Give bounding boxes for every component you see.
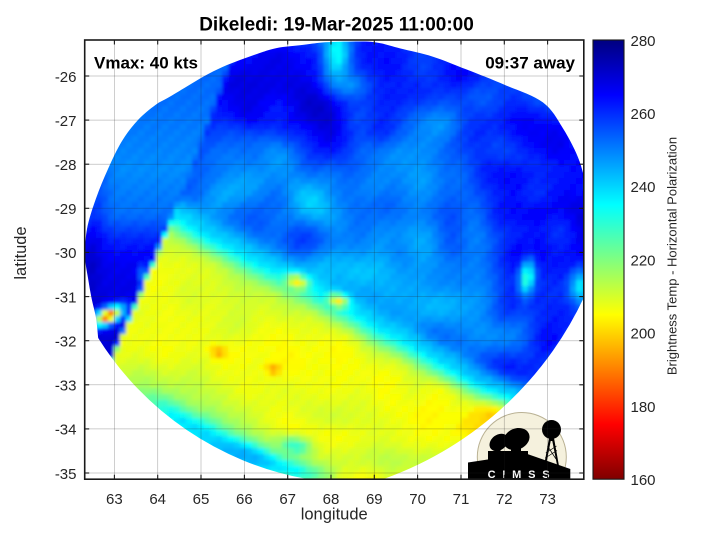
svg-text:-32: -32 — [55, 334, 77, 351]
svg-text:70: 70 — [409, 491, 426, 508]
svg-text:-28: -28 — [55, 157, 77, 174]
svg-text:-30: -30 — [55, 245, 77, 262]
svg-text:66: 66 — [236, 491, 253, 508]
svg-text:160: 160 — [631, 472, 656, 489]
svg-text:71: 71 — [453, 491, 470, 508]
svg-text:Dikeledi: 19-Mar-2025 11:00:00: Dikeledi: 19-Mar-2025 11:00:00 — [199, 15, 474, 36]
svg-text:180: 180 — [631, 399, 656, 416]
svg-text:Brightness Temp - Horizontal P: Brightness Temp - Horizontal Polarizatio… — [665, 137, 680, 375]
svg-text:-33: -33 — [55, 378, 77, 395]
svg-text:latitude: latitude — [12, 226, 30, 279]
svg-text:240: 240 — [631, 179, 656, 196]
svg-text:09:37 away: 09:37 away — [485, 54, 575, 73]
svg-text:67: 67 — [279, 491, 296, 508]
svg-text:280: 280 — [631, 33, 656, 50]
svg-text:-31: -31 — [55, 289, 77, 306]
svg-text:-29: -29 — [55, 201, 77, 218]
svg-text:-26: -26 — [55, 69, 77, 86]
svg-text:CIMSS: CIMSS — [488, 469, 557, 481]
svg-text:longitude: longitude — [301, 506, 368, 524]
svg-text:260: 260 — [631, 106, 656, 123]
svg-text:-35: -35 — [55, 466, 77, 483]
svg-text:65: 65 — [193, 491, 210, 508]
svg-text:Vmax: 40 kts: Vmax: 40 kts — [94, 54, 198, 73]
svg-text:72: 72 — [496, 491, 513, 508]
svg-text:-27: -27 — [55, 113, 77, 130]
svg-text:73: 73 — [539, 491, 556, 508]
svg-text:69: 69 — [366, 491, 383, 508]
svg-text:200: 200 — [631, 326, 656, 343]
svg-text:63: 63 — [106, 491, 123, 508]
svg-text:64: 64 — [149, 491, 166, 508]
svg-text:68: 68 — [323, 491, 340, 508]
svg-text:220: 220 — [631, 252, 656, 269]
svg-text:-34: -34 — [55, 422, 77, 439]
